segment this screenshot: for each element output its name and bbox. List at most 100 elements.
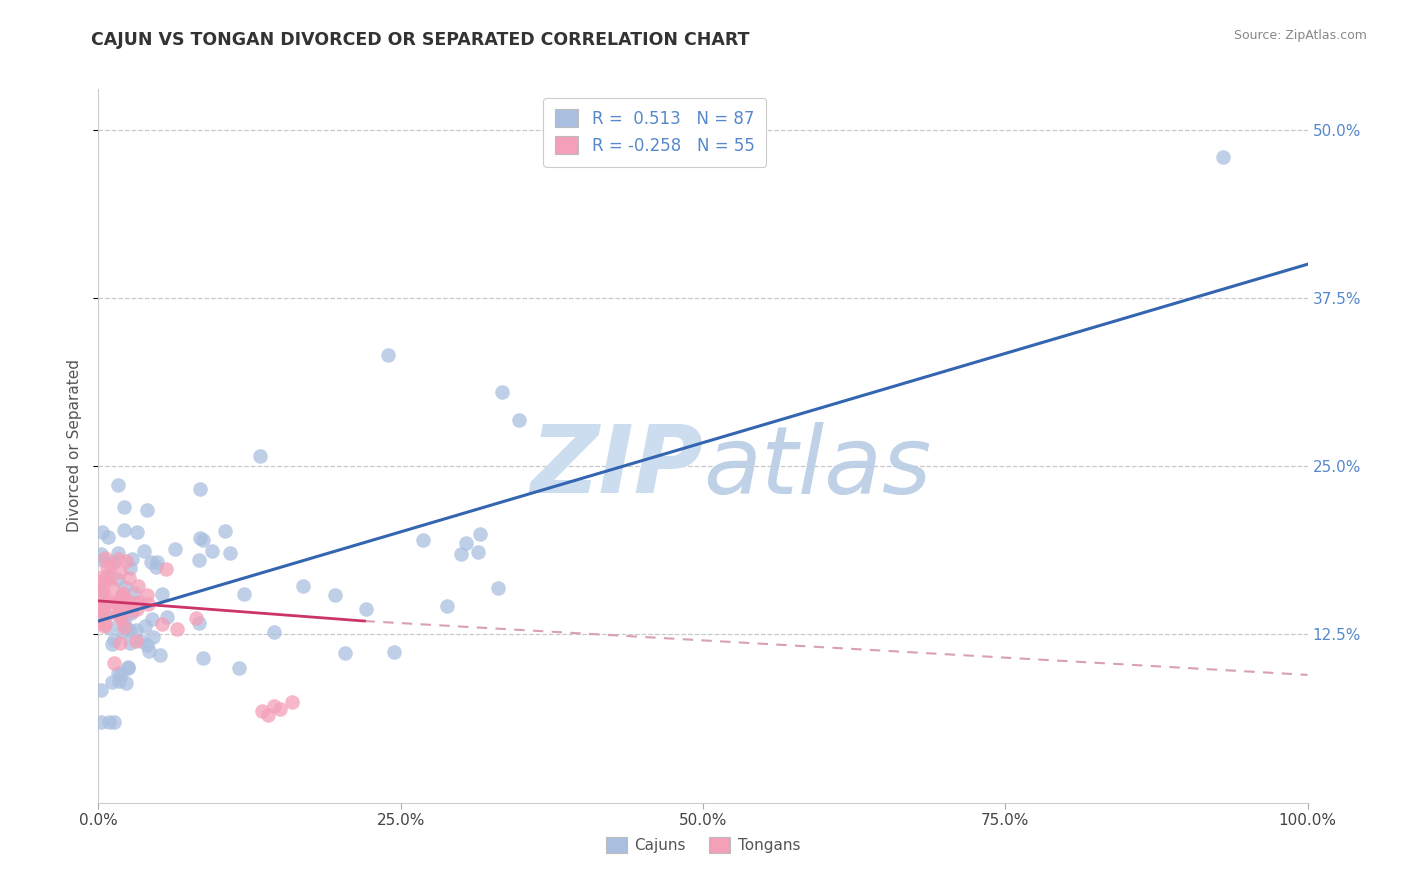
Point	[108, 595, 131, 609]
Point	[90, 714, 112, 729]
Point	[103, 714, 125, 729]
Point	[150, 617, 173, 632]
Point	[121, 552, 143, 566]
Point	[468, 527, 491, 541]
Point	[93, 606, 115, 620]
Point	[188, 531, 211, 545]
Point	[136, 597, 159, 611]
Point	[134, 619, 156, 633]
Point	[323, 588, 346, 602]
Point	[128, 595, 150, 609]
Point	[233, 587, 256, 601]
Point	[96, 607, 118, 622]
Point	[105, 596, 128, 610]
Point	[107, 478, 129, 492]
Point	[100, 571, 122, 585]
Point	[112, 500, 135, 514]
Point	[96, 568, 118, 582]
Point	[93, 616, 115, 631]
Point	[110, 609, 132, 624]
Point	[115, 676, 138, 690]
Point	[112, 620, 135, 634]
Point	[89, 597, 111, 611]
Point	[135, 638, 157, 652]
Point	[115, 623, 138, 637]
Point	[1212, 149, 1234, 163]
Point	[90, 615, 112, 630]
Point	[118, 635, 141, 649]
Point	[97, 714, 120, 729]
Point	[184, 611, 207, 625]
Point	[136, 503, 159, 517]
Point	[269, 701, 291, 715]
Point	[101, 637, 124, 651]
Point	[121, 604, 143, 618]
Text: ZIP: ZIP	[530, 421, 703, 514]
Point	[94, 551, 117, 566]
Point	[90, 602, 112, 616]
Point	[219, 546, 242, 560]
Point	[486, 582, 509, 596]
Point	[90, 604, 112, 618]
Text: CAJUN VS TONGAN DIVORCED OR SEPARATED CORRELATION CHART: CAJUN VS TONGAN DIVORCED OR SEPARATED CO…	[91, 31, 749, 49]
Point	[120, 606, 142, 620]
Point	[118, 623, 141, 637]
Legend: Cajuns, Tongans: Cajuns, Tongans	[599, 830, 807, 859]
Point	[117, 660, 139, 674]
Point	[188, 482, 211, 496]
Point	[263, 698, 285, 713]
Point	[187, 552, 209, 566]
Point	[93, 618, 115, 632]
Point	[89, 584, 111, 599]
Point	[89, 574, 111, 589]
Point	[156, 610, 179, 624]
Point	[412, 533, 434, 547]
Point	[124, 585, 146, 599]
Point	[105, 572, 128, 586]
Point	[111, 616, 134, 631]
Point	[117, 594, 139, 608]
Point	[127, 525, 149, 540]
Point	[281, 695, 304, 709]
Point	[110, 611, 132, 625]
Point	[118, 561, 141, 575]
Point	[118, 599, 141, 613]
Point	[90, 682, 112, 697]
Point	[333, 646, 356, 660]
Point	[125, 602, 148, 616]
Point	[112, 614, 135, 628]
Point	[94, 596, 117, 610]
Point	[111, 590, 134, 604]
Point	[112, 523, 135, 537]
Point	[103, 632, 125, 647]
Point	[146, 555, 169, 569]
Point	[103, 657, 125, 671]
Point	[124, 634, 146, 648]
Point	[101, 580, 124, 594]
Point	[356, 602, 378, 616]
Point	[249, 449, 271, 463]
Y-axis label: Divorced or Separated: Divorced or Separated	[67, 359, 83, 533]
Point	[107, 608, 129, 623]
Point	[111, 591, 134, 606]
Point	[100, 675, 122, 690]
Point	[191, 651, 214, 665]
Point	[228, 661, 250, 675]
Point	[456, 535, 478, 549]
Point	[114, 554, 136, 568]
Point	[155, 562, 177, 576]
Point	[108, 636, 131, 650]
Point	[110, 667, 132, 681]
Text: Source: ZipAtlas.com: Source: ZipAtlas.com	[1233, 29, 1367, 42]
Point	[436, 599, 458, 614]
Point	[127, 579, 149, 593]
Point	[250, 704, 273, 718]
Point	[191, 533, 214, 547]
Point	[118, 571, 141, 585]
Point	[187, 616, 209, 631]
Point	[100, 559, 122, 574]
Text: atlas: atlas	[703, 422, 931, 513]
Point	[377, 348, 399, 362]
Point	[129, 634, 152, 648]
Point	[165, 542, 187, 557]
